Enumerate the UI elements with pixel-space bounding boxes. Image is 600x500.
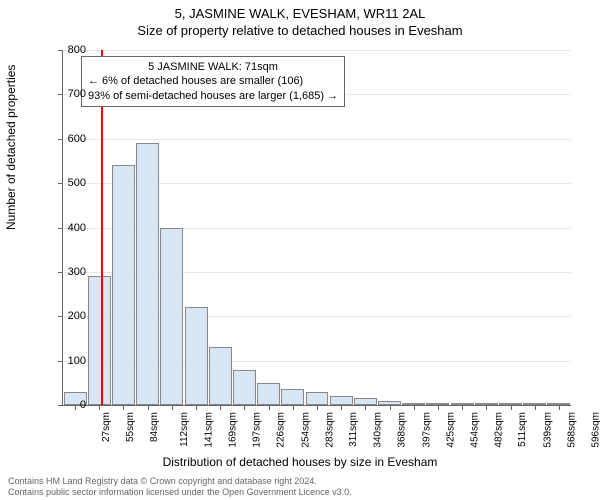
xtick-mark [269,405,270,410]
xtick-label: 112sqm [179,412,190,447]
xtick-label: 568sqm [566,412,577,448]
xtick-label: 511sqm [517,412,528,447]
annotation-callout: 5 JASMINE WALK: 71sqm ← 6% of detached h… [81,56,345,107]
xtick-label: 482sqm [494,412,505,448]
ytick-label: 600 [46,133,86,145]
xtick-mark [438,405,439,410]
x-axis-label: Distribution of detached houses by size … [0,455,600,469]
ytick-label: 200 [46,310,86,322]
histogram-bar [354,398,377,405]
footer-line-1: Contains HM Land Registry data © Crown c… [8,476,352,487]
xtick-label: 425sqm [445,412,456,448]
xtick-mark [148,405,149,410]
xtick-label: 311sqm [348,412,359,447]
xtick-mark [196,405,197,410]
xtick-label: 596sqm [590,412,600,448]
ytick-label: 0 [46,399,86,411]
address-title: 5, JASMINE WALK, EVESHAM, WR11 2AL [0,0,600,21]
xtick-mark [341,405,342,410]
ytick-label: 300 [46,266,86,278]
histogram-bar [209,347,232,405]
ytick-label: 700 [46,88,86,100]
histogram-bar [136,143,159,405]
xtick-label: 539sqm [542,412,553,448]
y-axis-label: Number of detached properties [4,65,18,230]
histogram-bar [281,389,304,405]
xtick-label: 368sqm [397,412,408,448]
xtick-label: 340sqm [373,412,384,448]
xtick-mark [535,405,536,410]
xtick-mark [559,405,560,410]
xtick-mark [244,405,245,410]
histogram-bar [257,383,280,405]
xtick-label: 397sqm [421,412,432,448]
annotation-line-1: 5 JASMINE WALK: 71sqm [88,60,338,74]
footer-line-2: Contains public sector information licen… [8,487,352,498]
histogram-bar [233,370,256,406]
xtick-mark [511,405,512,410]
xtick-mark [317,405,318,410]
xtick-mark [172,405,173,410]
plot-area: 5 JASMINE WALK: 71sqm ← 6% of detached h… [62,50,571,406]
xtick-label: 169sqm [228,412,239,448]
histogram-bar [88,276,111,405]
xtick-mark [123,405,124,410]
ytick-label: 400 [46,222,86,234]
xtick-label: 197sqm [252,412,263,448]
footer-attribution: Contains HM Land Registry data © Crown c… [8,476,352,498]
xtick-mark [462,405,463,410]
xtick-label: 254sqm [300,412,311,448]
xtick-label: 141sqm [203,412,214,448]
grid-line [63,139,571,140]
ytick-label: 800 [46,44,86,56]
histogram-bar [160,228,183,406]
annotation-line-3: 93% of semi-detached houses are larger (… [88,89,338,103]
grid-line [63,50,571,51]
histogram-bar [330,396,353,405]
xtick-label: 454sqm [470,412,481,448]
xtick-mark [99,405,100,410]
chart-subtitle: Size of property relative to detached ho… [0,21,600,38]
xtick-label: 55sqm [125,412,136,442]
xtick-mark [220,405,221,410]
xtick-mark [390,405,391,410]
xtick-label: 226sqm [276,412,287,448]
ytick-label: 100 [46,355,86,367]
xtick-label: 283sqm [324,412,335,448]
xtick-mark [365,405,366,410]
xtick-mark [486,405,487,410]
ytick-label: 500 [46,177,86,189]
xtick-mark [414,405,415,410]
histogram-bar [306,392,329,405]
xtick-label: 27sqm [101,412,112,442]
histogram-bar [112,165,135,405]
chart-container: 5, JASMINE WALK, EVESHAM, WR11 2AL Size … [0,0,600,500]
xtick-label: 84sqm [149,412,160,442]
histogram-bar [185,307,208,405]
xtick-mark [293,405,294,410]
annotation-line-2: ← 6% of detached houses are smaller (106… [88,74,338,88]
